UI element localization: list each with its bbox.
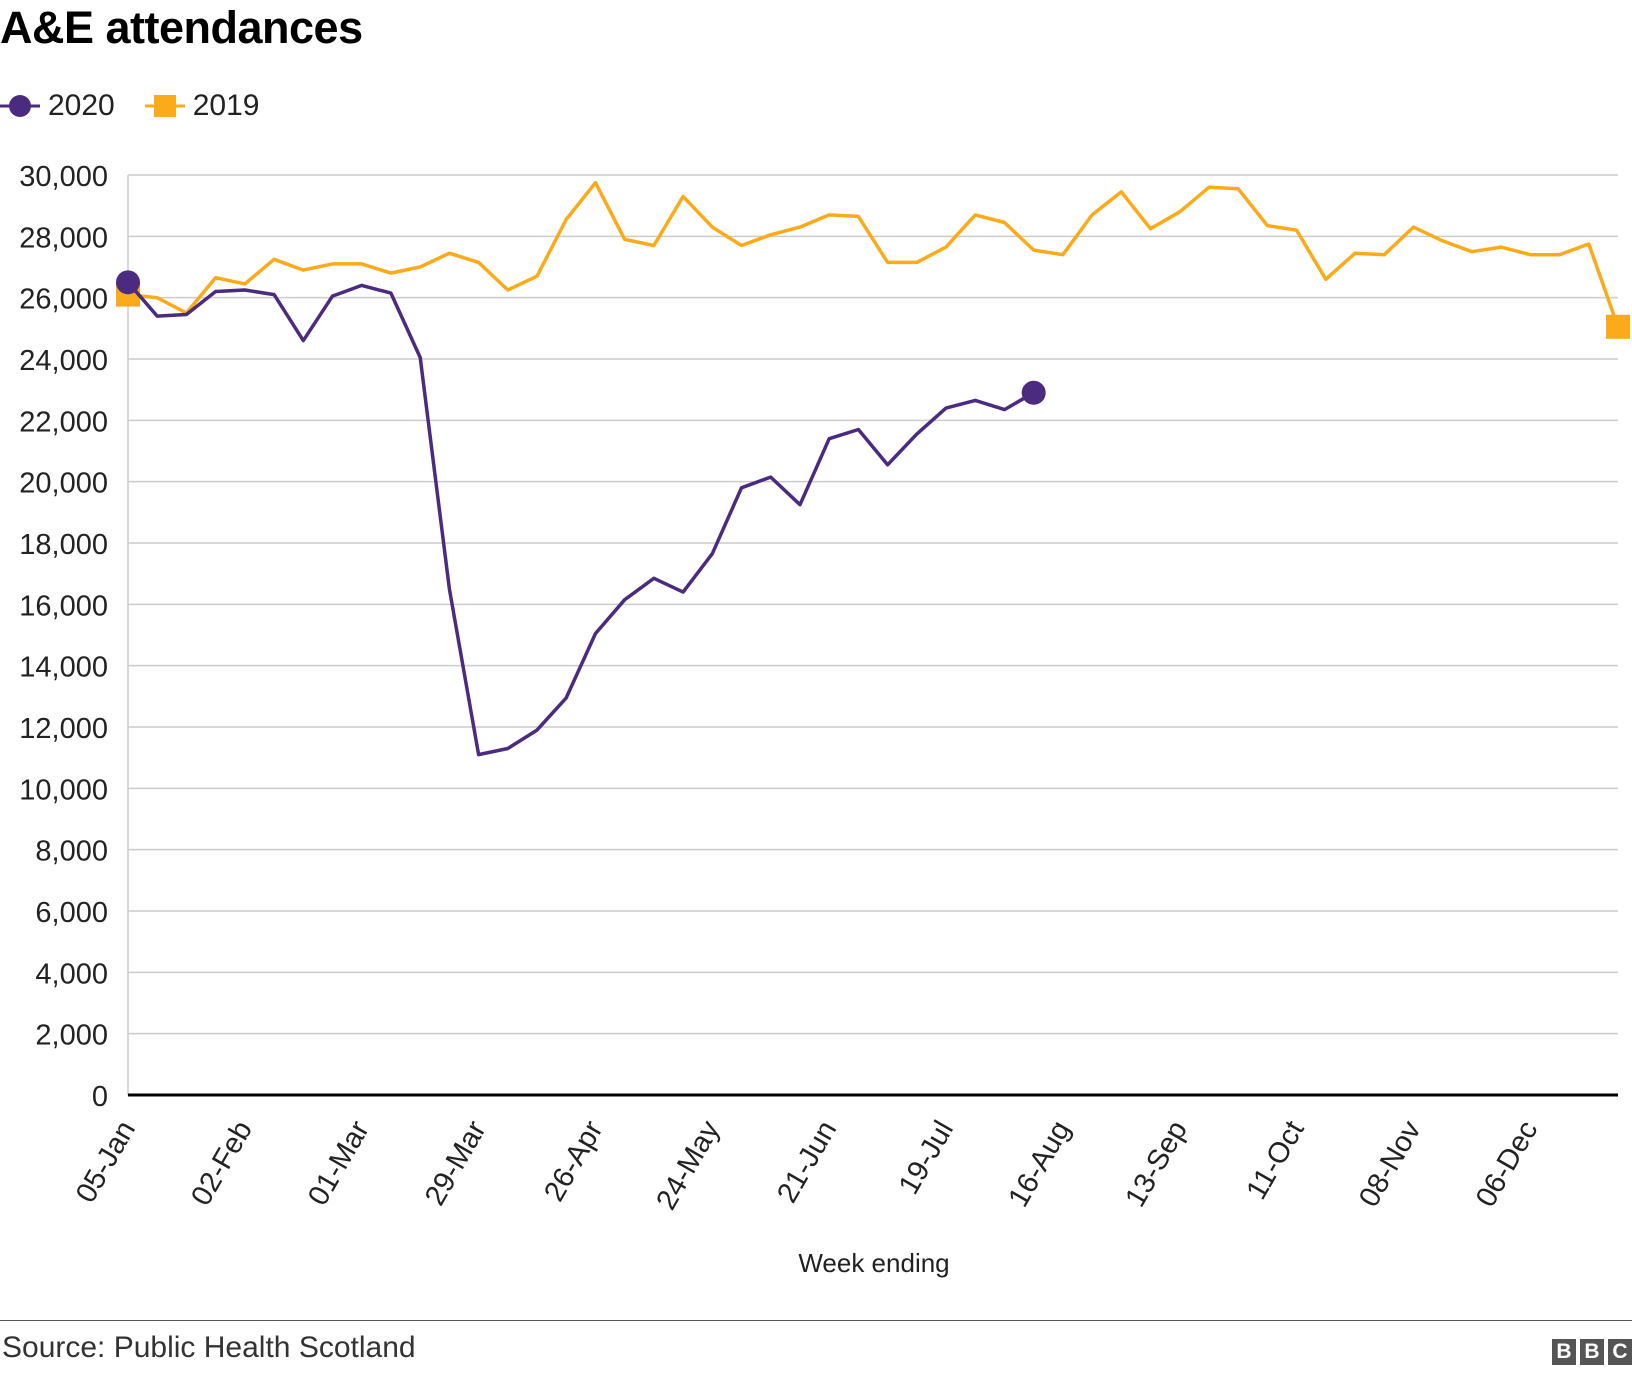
y-tick-label: 8,000 xyxy=(35,836,108,868)
y-tick-label: 14,000 xyxy=(19,652,108,684)
y-tick-label: 20,000 xyxy=(19,468,108,500)
bbc-logo: B B C xyxy=(1548,1339,1632,1365)
series-line-2019 xyxy=(126,180,1620,329)
y-tick-label: 6,000 xyxy=(35,897,108,929)
x-tick-label: 16-Aug xyxy=(1002,1116,1076,1213)
x-tick-label: 13-Sep xyxy=(1119,1116,1193,1213)
bbc-logo-letter: B xyxy=(1552,1339,1576,1365)
y-tick-label: 16,000 xyxy=(19,590,108,622)
x-tick-label: 06-Dec xyxy=(1470,1116,1544,1213)
y-tick-label: 12,000 xyxy=(19,713,108,745)
y-tick-label: 24,000 xyxy=(19,345,108,377)
x-tick-label: 11-Oct xyxy=(1241,1116,1311,1206)
x-tick-label: 05-Jan xyxy=(70,1116,142,1209)
y-tick-label: 18,000 xyxy=(19,529,108,561)
x-tick-label: 24-May xyxy=(650,1115,726,1215)
y-tick-label: 0 xyxy=(92,1081,108,1113)
legend-item-2019: 2019 xyxy=(144,86,260,126)
legend-label-2019: 2019 xyxy=(192,89,260,122)
y-tick-label: 4,000 xyxy=(35,958,108,990)
legend-item-2020: 2020 xyxy=(0,86,115,126)
data-point-2020 xyxy=(1021,380,1046,405)
y-tick-label: 10,000 xyxy=(19,774,108,806)
line-chart: 0 2,000 4,000 6,000 8,000 10,000 12,000 14,000 1… xyxy=(19,161,1630,1278)
bbc-logo-letter: C xyxy=(1608,1339,1632,1365)
square-marker-icon xyxy=(144,95,185,117)
y-tick-label: 26,000 xyxy=(19,284,108,316)
x-tick-label: 02-Feb xyxy=(185,1116,259,1212)
y-tick-label: 2,000 xyxy=(35,1020,108,1052)
legend-label-2020: 2020 xyxy=(48,89,115,122)
bbc-logo-letter: B xyxy=(1580,1339,1604,1365)
y-tick-label: 30,000 xyxy=(19,161,108,193)
x-tick-label: 21-Jun xyxy=(771,1116,843,1209)
x-tick-label: 01-Mar xyxy=(302,1115,376,1211)
x-tick-label: 26-Apr xyxy=(538,1115,609,1207)
chart-legend: 2020 2019 xyxy=(0,86,290,126)
chart-title: A&E attendances xyxy=(0,2,363,53)
x-axis-title: Week ending xyxy=(798,1248,949,1278)
x-tick-label: 19-Jul xyxy=(893,1116,960,1200)
x-tick-label: 29-Mar xyxy=(419,1115,493,1211)
y-tick-label: 28,000 xyxy=(19,222,108,254)
data-point-2020 xyxy=(116,270,140,295)
circle-marker-icon xyxy=(0,95,40,117)
series-line-2020 xyxy=(126,280,1036,757)
footer-divider xyxy=(0,1320,1632,1321)
data-point-2019 xyxy=(1606,314,1630,339)
y-tick-label: 22,000 xyxy=(19,406,108,438)
x-tick-label: 08-Nov xyxy=(1353,1115,1428,1212)
source-note: Source: Public Health Scotland xyxy=(2,1331,416,1364)
